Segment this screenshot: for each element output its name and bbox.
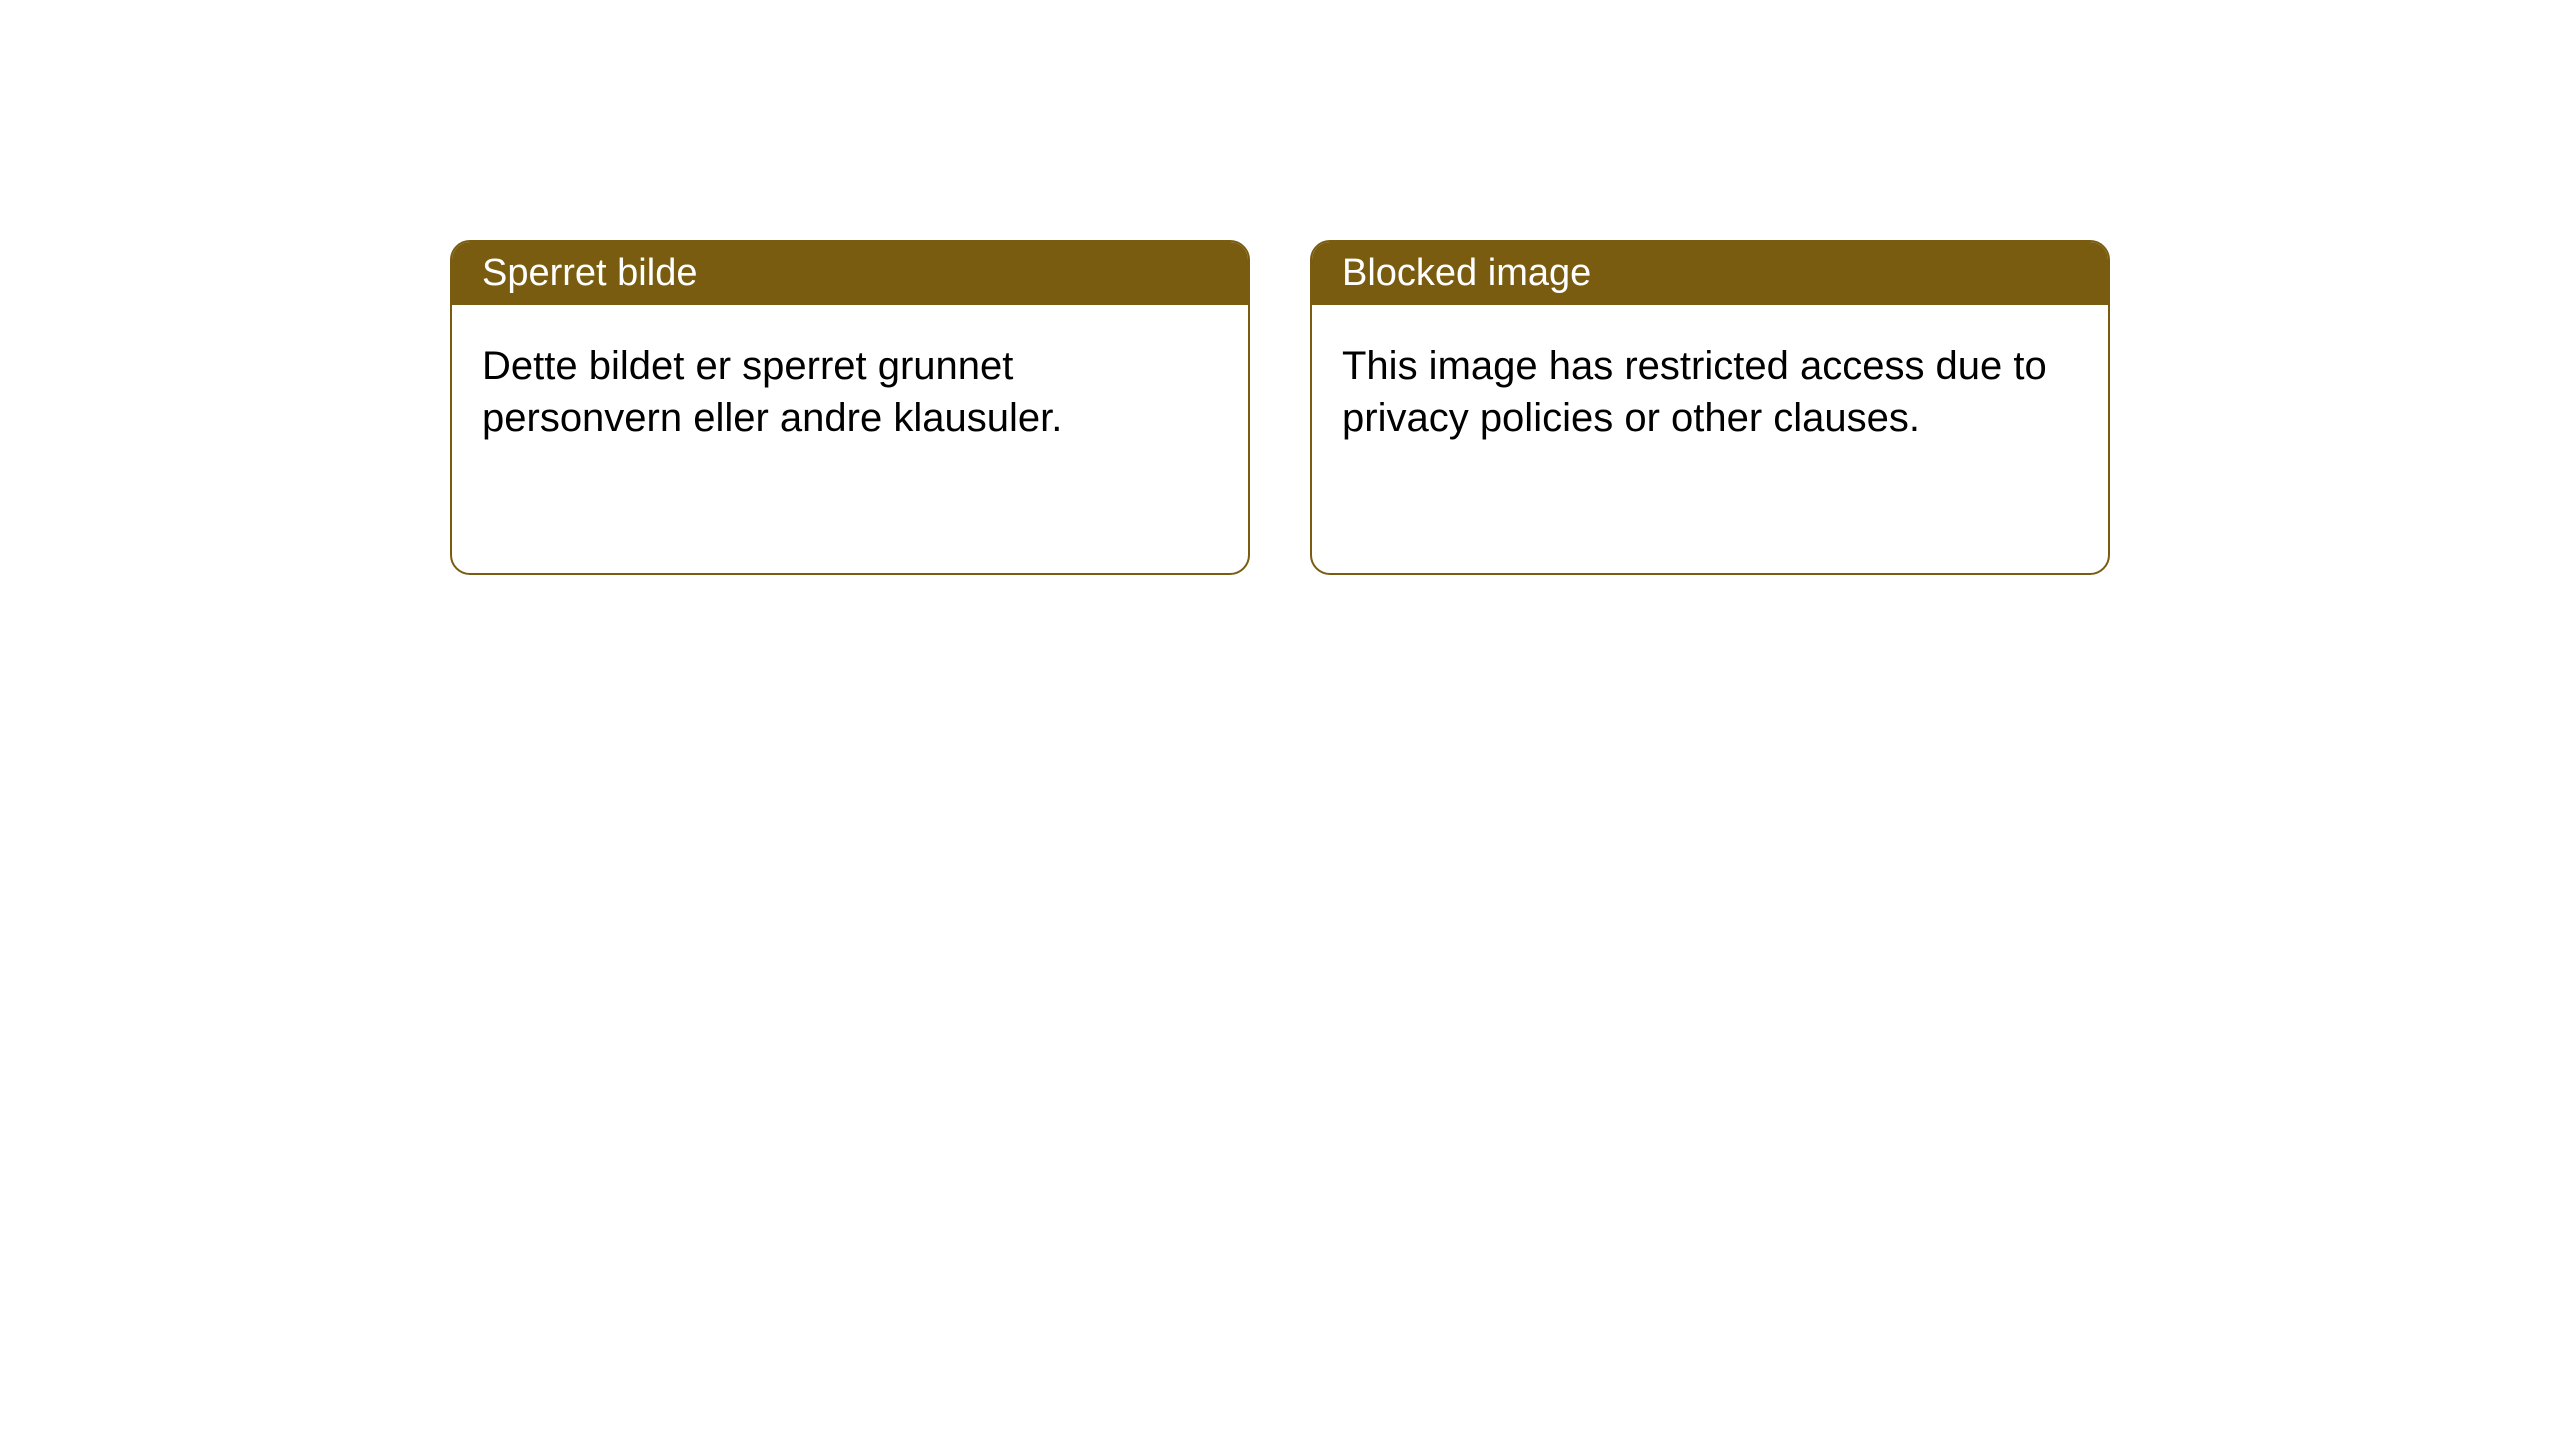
card-header-en: Blocked image [1312, 242, 2108, 305]
card-title-no: Sperret bilde [482, 252, 697, 294]
cards-container: Sperret bilde Dette bildet er sperret gr… [450, 240, 2110, 575]
card-header-no: Sperret bilde [452, 242, 1248, 305]
card-text-en: This image has restricted access due to … [1342, 344, 2047, 440]
card-body-no: Dette bildet er sperret grunnet personve… [452, 305, 1248, 479]
blocked-image-card-en: Blocked image This image has restricted … [1310, 240, 2110, 575]
blocked-image-card-no: Sperret bilde Dette bildet er sperret gr… [450, 240, 1250, 575]
card-text-no: Dette bildet er sperret grunnet personve… [482, 344, 1062, 440]
card-body-en: This image has restricted access due to … [1312, 305, 2108, 479]
card-title-en: Blocked image [1342, 252, 1591, 294]
